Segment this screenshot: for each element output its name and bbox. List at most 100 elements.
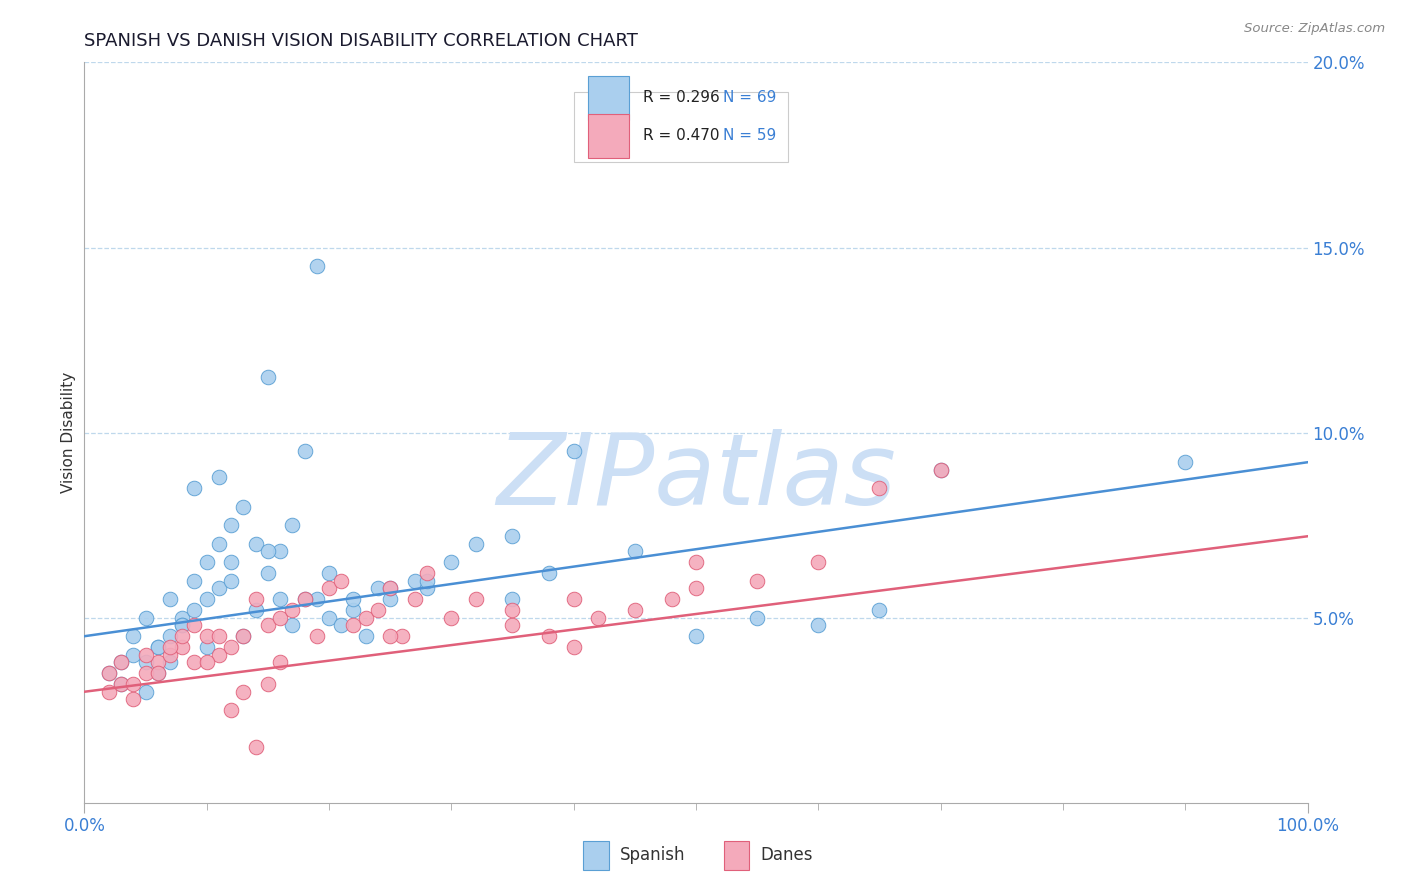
Point (391, 629, 413, 643)
Point (245, 536, 267, 550)
Text: N = 69: N = 69 (723, 90, 776, 105)
Point (440, 555, 463, 569)
Point (281, 518, 304, 533)
Point (305, 629, 328, 643)
Point (269, 655, 291, 669)
Point (219, 555, 242, 569)
Point (122, 677, 145, 691)
Point (404, 592, 426, 607)
Text: SPANISH VS DANISH VISION DISABILITY CORRELATION CHART: SPANISH VS DANISH VISION DISABILITY CORR… (84, 32, 638, 50)
Point (232, 629, 254, 643)
Point (367, 581, 389, 595)
Point (135, 655, 157, 669)
Point (562, 640, 585, 655)
Point (380, 592, 402, 607)
FancyBboxPatch shape (588, 76, 628, 120)
Point (342, 592, 364, 607)
Point (245, 603, 267, 617)
Point (208, 629, 231, 643)
Point (110, 677, 132, 691)
Point (318, 566, 340, 581)
Point (195, 640, 218, 655)
Text: R = 0.296: R = 0.296 (644, 90, 720, 105)
Point (219, 574, 242, 588)
Point (929, 462, 952, 476)
Text: R = 0.470: R = 0.470 (644, 128, 720, 144)
Point (122, 648, 145, 662)
Point (416, 574, 439, 588)
Point (342, 618, 364, 632)
Point (110, 655, 132, 669)
Point (685, 629, 707, 643)
Point (172, 618, 194, 632)
Point (159, 592, 181, 607)
Point (172, 618, 194, 632)
Point (330, 618, 353, 632)
Point (318, 581, 340, 595)
Point (135, 648, 157, 662)
Point (195, 629, 218, 643)
Point (183, 481, 205, 495)
Point (305, 259, 328, 273)
Point (685, 581, 707, 595)
Point (159, 655, 181, 669)
Point (97, 685, 120, 699)
Y-axis label: Vision Disability: Vision Disability (60, 372, 76, 493)
Point (354, 610, 377, 624)
Text: Spanish: Spanish (620, 847, 686, 864)
Point (146, 666, 169, 681)
Point (869, 603, 891, 617)
Point (208, 536, 231, 550)
Point (135, 685, 157, 699)
Point (195, 592, 218, 607)
Point (416, 566, 439, 581)
Point (232, 685, 254, 699)
Point (183, 574, 205, 588)
Point (257, 566, 280, 581)
Point (159, 640, 181, 655)
Point (257, 544, 280, 558)
FancyBboxPatch shape (588, 113, 628, 158)
Point (354, 629, 377, 643)
Point (562, 444, 585, 458)
Point (440, 610, 463, 624)
Point (195, 655, 218, 669)
Point (146, 666, 169, 681)
Point (747, 610, 769, 624)
Point (380, 629, 402, 643)
Point (232, 500, 254, 514)
Point (208, 581, 231, 595)
Point (538, 629, 561, 643)
Point (661, 592, 683, 607)
Point (342, 603, 364, 617)
Point (502, 618, 524, 632)
Point (464, 536, 486, 550)
Point (172, 610, 194, 624)
Point (367, 603, 389, 617)
Point (538, 566, 561, 581)
Point (232, 629, 254, 643)
Point (257, 370, 280, 384)
Point (97, 666, 120, 681)
Point (380, 581, 402, 595)
Point (318, 610, 340, 624)
Point (869, 481, 891, 495)
Point (464, 592, 486, 607)
Point (146, 640, 169, 655)
Point (624, 544, 647, 558)
FancyBboxPatch shape (574, 92, 787, 162)
Point (747, 574, 769, 588)
Point (294, 444, 316, 458)
Point (380, 581, 402, 595)
Point (281, 603, 304, 617)
Point (404, 574, 426, 588)
Point (146, 640, 169, 655)
Point (110, 655, 132, 669)
Point (807, 618, 830, 632)
Text: N = 59: N = 59 (723, 128, 776, 144)
Point (110, 677, 132, 691)
Point (257, 677, 280, 691)
Point (586, 610, 609, 624)
Point (624, 603, 647, 617)
Point (416, 581, 439, 595)
